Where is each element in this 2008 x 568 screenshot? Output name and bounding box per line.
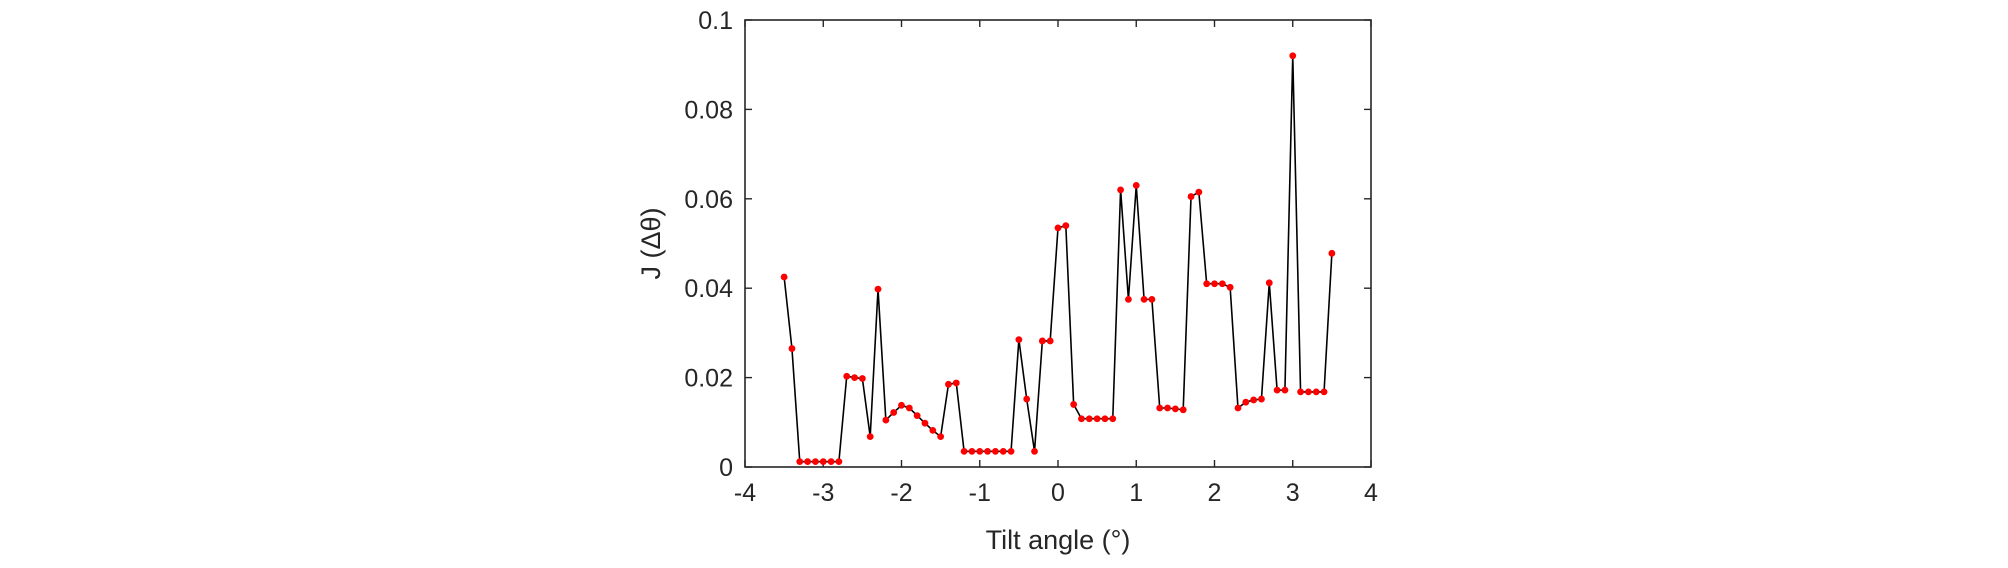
data-point (796, 458, 804, 466)
data-point (1101, 415, 1109, 423)
data-point (788, 345, 796, 352)
data-point (1218, 280, 1226, 288)
x-tick-label: 1 (1129, 479, 1143, 507)
data-point (999, 447, 1007, 455)
data-point (976, 447, 984, 455)
data-point (858, 375, 866, 382)
data-point (968, 447, 976, 455)
data-point (851, 374, 858, 381)
data-point (890, 409, 898, 416)
x-tick-label: -1 (969, 479, 991, 507)
data-point (1211, 280, 1218, 288)
data-point (1203, 280, 1211, 288)
data-point (913, 412, 921, 419)
y-tick-label: 0.04 (684, 275, 733, 303)
data-point (1320, 388, 1328, 396)
data-point (1023, 395, 1031, 403)
data-point (1234, 404, 1242, 412)
data-point (1265, 279, 1273, 287)
data-point (1148, 295, 1156, 303)
data-point (1171, 405, 1179, 413)
data-point (1164, 404, 1171, 412)
data-point (1062, 222, 1070, 230)
data-point (937, 433, 945, 441)
data-point (945, 380, 952, 388)
data-point (1226, 283, 1234, 291)
data-point (1297, 388, 1304, 396)
data-point (1305, 388, 1312, 396)
data-point (1078, 415, 1085, 423)
data-point (1156, 404, 1164, 412)
data-point (1085, 415, 1093, 423)
data-point (882, 416, 890, 424)
data-point (1046, 337, 1054, 345)
data-point (1125, 295, 1132, 303)
data-point (1117, 186, 1124, 194)
data-point (835, 458, 843, 466)
data-point (921, 419, 929, 427)
data-point (843, 372, 851, 380)
data-point (819, 458, 827, 466)
data-point (1093, 415, 1101, 423)
data-point (1054, 224, 1062, 232)
data-point (1289, 52, 1297, 60)
data-point (1179, 406, 1187, 414)
data-point (1187, 193, 1195, 200)
y-tick-label: 0.02 (684, 365, 733, 393)
data-point (960, 447, 968, 455)
data-point (952, 379, 960, 387)
data-point (1070, 401, 1078, 408)
data-point (1258, 395, 1265, 403)
x-tick-label: -4 (734, 479, 756, 507)
x-tick-label: 4 (1364, 479, 1378, 507)
axis-tick-labels: -4 -3 -2 -1 0 1 2 3 4 0 0.02 0.04 0.06 0.08 0.1 (684, 7, 1378, 507)
data-point (804, 458, 811, 466)
data-point (1007, 447, 1015, 455)
x-tick-label: 2 (1208, 479, 1222, 507)
plot-frame (744, 19, 1372, 468)
data-point (1140, 295, 1148, 303)
data-point (812, 458, 819, 466)
x-axis-label: Tilt angle (°) (986, 525, 1131, 555)
data-point (874, 285, 882, 293)
data-points (780, 52, 1336, 466)
x-tick-label: 3 (1286, 479, 1300, 507)
data-point (1038, 337, 1046, 345)
data-point (1242, 398, 1250, 406)
data-point (780, 273, 788, 281)
y-tick-label: 0 (719, 454, 733, 482)
data-point (1328, 249, 1336, 257)
data-point (1312, 388, 1320, 396)
y-tick-label: 0.1 (698, 7, 733, 35)
y-tick-label: 0.06 (684, 186, 733, 214)
data-point (929, 426, 937, 434)
data-point (898, 401, 905, 409)
data-point (905, 404, 913, 412)
data-point (827, 458, 835, 466)
data-point (1109, 415, 1117, 423)
data-point (1195, 188, 1203, 196)
data-point (1250, 396, 1258, 404)
data-point (1132, 181, 1140, 189)
data-point (1015, 336, 1023, 344)
plot-area (745, 20, 1371, 467)
data-point (984, 447, 991, 455)
data-point (1031, 447, 1038, 455)
x-tick-label: -2 (890, 479, 912, 507)
data-point (1281, 386, 1289, 394)
data-point (1273, 386, 1281, 394)
x-tick-label: 0 (1051, 479, 1065, 507)
y-tick-label: 0.08 (684, 96, 733, 124)
y-axis-label: J (Δθ) (636, 207, 666, 279)
data-point (866, 433, 874, 441)
data-point (992, 447, 999, 455)
x-tick-label: -3 (812, 479, 834, 507)
